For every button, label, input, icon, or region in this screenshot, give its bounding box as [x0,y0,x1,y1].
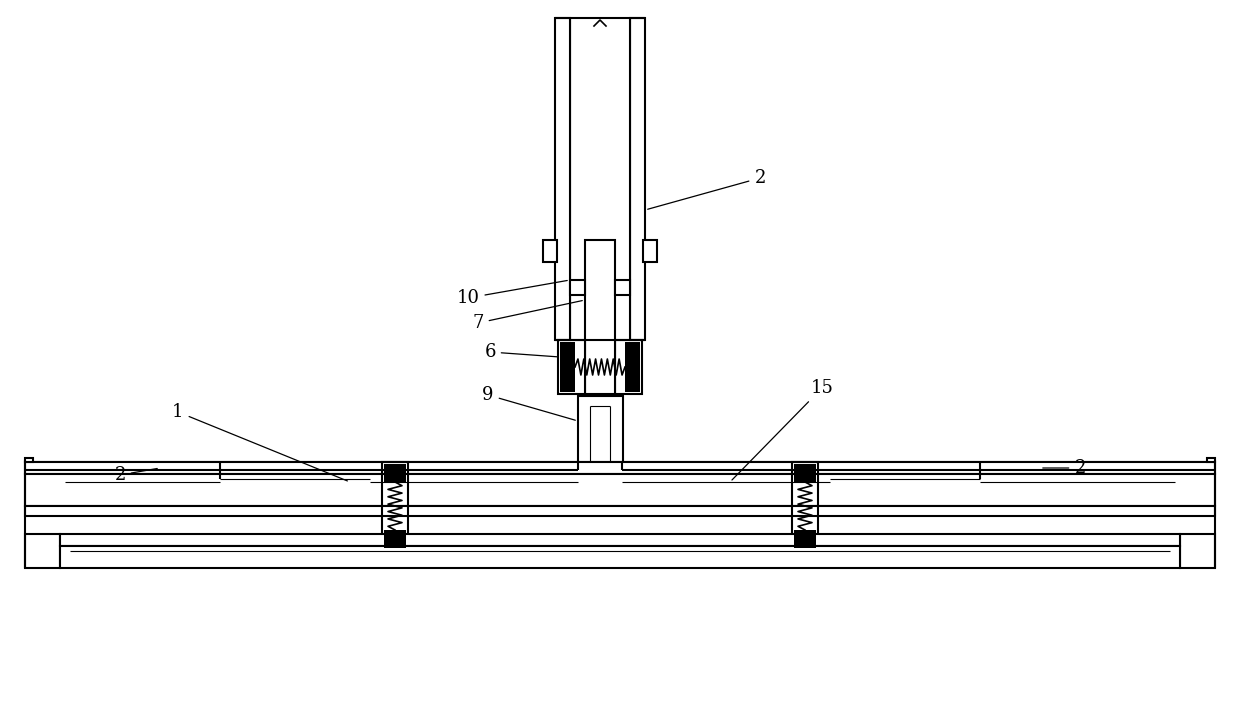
Bar [25,534,60,568]
Bar [1180,534,1215,568]
Text: 9: 9 [482,386,575,420]
Bar [578,396,622,470]
Bar [1207,458,1215,462]
Bar [543,240,557,262]
Bar [644,240,657,262]
Bar [556,18,570,340]
Bar [25,462,1215,474]
Bar [60,534,1180,546]
Bar [560,342,575,392]
Bar [792,462,818,550]
Bar [25,458,33,462]
Text: 10: 10 [456,280,567,307]
Bar [384,530,405,548]
Text: 1: 1 [172,403,347,481]
Bar [585,240,615,395]
Bar [625,342,640,392]
Text: 7: 7 [472,300,583,332]
Bar [558,340,642,394]
Bar [60,546,1180,568]
Bar [382,462,408,550]
Text: 6: 6 [485,343,557,361]
Text: 2: 2 [114,466,157,484]
Bar [25,474,1215,506]
Bar [570,280,585,295]
Bar [794,464,816,482]
Bar [25,506,1215,516]
Bar [615,280,630,295]
Text: 2: 2 [647,169,765,209]
Text: 15: 15 [732,379,833,480]
Bar [794,530,816,548]
Bar [384,464,405,482]
Bar [630,18,645,340]
Text: 2: 2 [1043,459,1086,477]
